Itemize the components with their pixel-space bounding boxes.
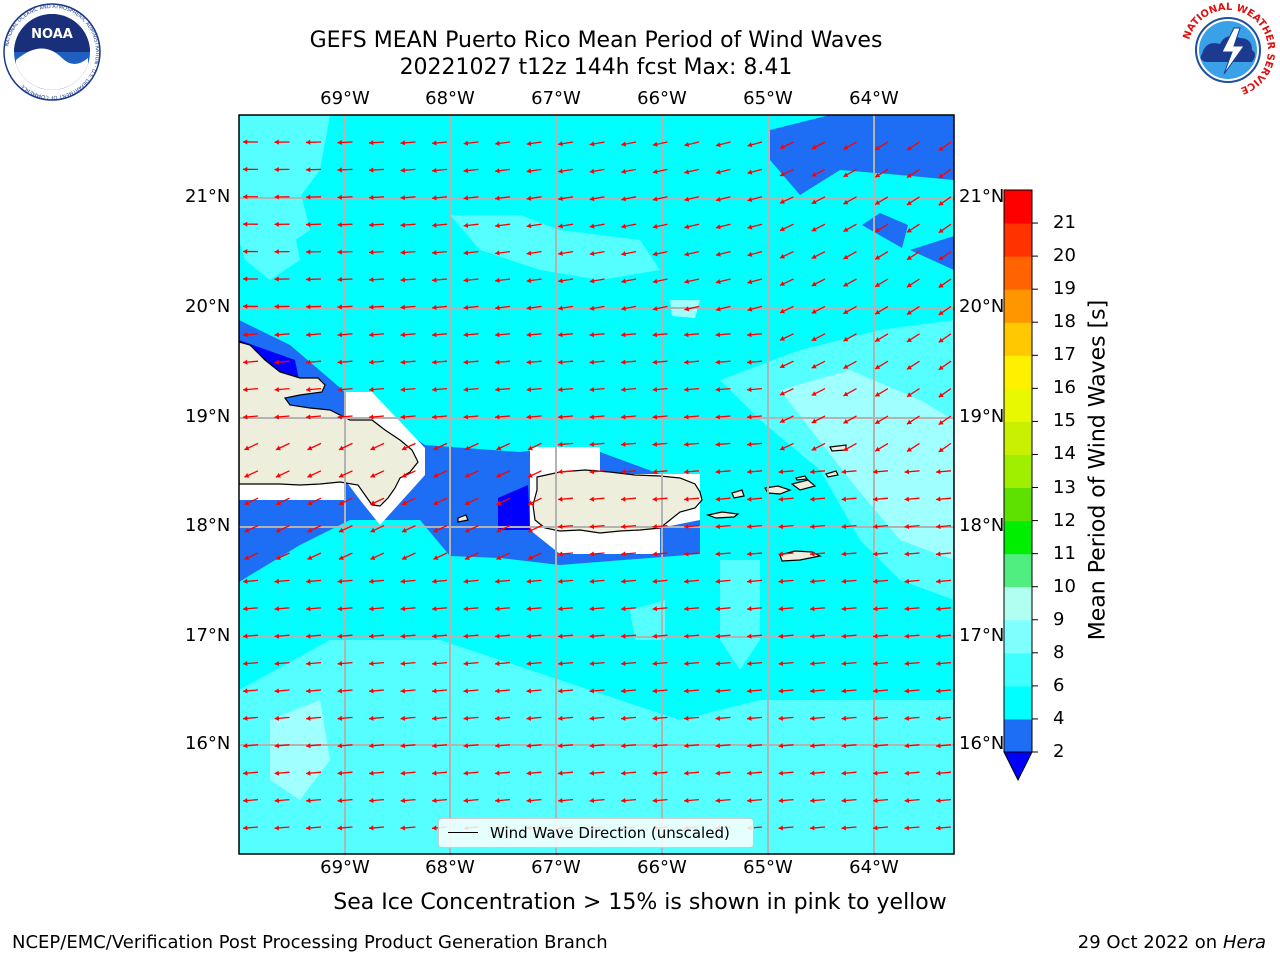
x-tick-bottom: 68°W bbox=[425, 857, 475, 878]
tortola bbox=[790, 479, 817, 491]
mona-island bbox=[457, 514, 469, 523]
map-legend: Wind Wave Direction (unscaled) bbox=[438, 818, 754, 848]
colorbar-tick: 17 bbox=[1053, 344, 1076, 366]
colorbar-segment bbox=[1004, 520, 1032, 555]
colorbar-tick: 19 bbox=[1053, 278, 1076, 300]
x-tick-top: 68°W bbox=[425, 88, 475, 109]
x-tick-bottom: 66°W bbox=[637, 857, 687, 878]
colorbar-frame bbox=[1003, 189, 1033, 753]
land-masses bbox=[239, 341, 847, 562]
footer-credit: NCEP/EMC/Verification Post Processing Pr… bbox=[12, 932, 608, 953]
y-tick-left: 20°N bbox=[185, 296, 231, 317]
colorbar-tick: 10 bbox=[1053, 575, 1076, 597]
vieques bbox=[705, 511, 740, 519]
colorbar-tick: 18 bbox=[1053, 311, 1076, 333]
footer-date: 29 Oct 2022 on Hera bbox=[1078, 932, 1266, 953]
noaa-logo-text: NOAA bbox=[31, 27, 73, 42]
colorbar-segment bbox=[1004, 256, 1032, 290]
colorbar-label: Mean Period of Wind Waves [s] bbox=[1085, 299, 1111, 641]
colorbar-segment bbox=[1004, 190, 1032, 224]
colorbar-segment bbox=[1004, 289, 1032, 323]
colorbar-tick: 9 bbox=[1053, 608, 1065, 630]
colorbar-extend-arrow bbox=[1003, 751, 1033, 782]
colorbar-tick: 6 bbox=[1053, 674, 1065, 696]
colorbar-segment bbox=[1004, 652, 1032, 687]
x-tick-top: 64°W bbox=[849, 88, 899, 109]
colorbar-segment bbox=[1004, 454, 1032, 489]
legend-line-swatch bbox=[448, 832, 478, 833]
colorbar-segment bbox=[1004, 421, 1032, 455]
x-tick-bottom: 64°W bbox=[849, 857, 899, 878]
x-tick-top: 67°W bbox=[531, 88, 581, 109]
y-tick-left: 17°N bbox=[185, 625, 231, 646]
y-tick-right: 17°N bbox=[959, 625, 1005, 646]
nws-logo: NATIONAL WEATHER SERVICE bbox=[1182, 2, 1276, 96]
x-tick-bottom: 69°W bbox=[320, 857, 370, 878]
colorbar-segment bbox=[1004, 322, 1032, 356]
x-tick-bottom: 67°W bbox=[531, 857, 581, 878]
colorbar-segment bbox=[1004, 586, 1032, 621]
colorbar-tick: 11 bbox=[1053, 542, 1076, 564]
colorbar-segment bbox=[1004, 619, 1032, 654]
y-tick-right: 18°N bbox=[959, 515, 1005, 536]
colorbar-tick: 16 bbox=[1053, 377, 1076, 399]
colorbar bbox=[1003, 189, 1038, 782]
colorbar-segment bbox=[1004, 718, 1032, 753]
y-tick-right: 16°N bbox=[959, 733, 1005, 754]
footer-host: Hera bbox=[1222, 932, 1266, 953]
y-tick-right: 19°N bbox=[959, 406, 1005, 427]
colorbar-tick: 15 bbox=[1053, 410, 1076, 432]
colorbar-tick: 21 bbox=[1053, 212, 1076, 234]
colorbar-segment bbox=[1004, 487, 1032, 522]
wind-wave-direction-arrows bbox=[242, 139, 952, 831]
colorbar-tick: 14 bbox=[1053, 443, 1076, 465]
footer-date-text: 29 Oct 2022 on bbox=[1077, 932, 1223, 953]
colorbar-tick: 20 bbox=[1053, 245, 1076, 267]
y-tick-left: 18°N bbox=[185, 515, 231, 536]
colorbar-tick: 2 bbox=[1053, 741, 1065, 762]
colorbar-segment bbox=[1004, 355, 1032, 389]
y-tick-left: 19°N bbox=[185, 406, 231, 427]
x-tick-top: 69°W bbox=[320, 88, 370, 109]
colorbar-segment bbox=[1004, 685, 1032, 720]
noaa-logo: NOAA NATIONAL OCEANIC AND ATMOSPHERIC AD… bbox=[3, 3, 101, 101]
colorbar-segment bbox=[1004, 388, 1032, 422]
virgin-gorda bbox=[825, 470, 839, 478]
chart-subtitle: 20221027 t12z 144h fcst Max: 8.41 bbox=[399, 55, 793, 80]
y-tick-left: 16°N bbox=[185, 733, 231, 754]
x-tick-top: 66°W bbox=[637, 88, 687, 109]
y-tick-left: 21°N bbox=[185, 186, 231, 207]
colorbar-tick: 8 bbox=[1053, 641, 1065, 663]
legend-label: Wind Wave Direction (unscaled) bbox=[490, 824, 730, 842]
colorbar-tick: 13 bbox=[1053, 476, 1076, 498]
plot-frame bbox=[238, 114, 955, 855]
x-tick-bottom: 65°W bbox=[743, 857, 793, 878]
y-tick-right: 20°N bbox=[959, 296, 1005, 317]
y-tick-right: 21°N bbox=[959, 186, 1005, 207]
colorbar-segment bbox=[1004, 553, 1032, 588]
colorbar-segment bbox=[1004, 223, 1032, 257]
sea-ice-note: Sea Ice Concentration > 15% is shown in … bbox=[333, 890, 947, 915]
colorbar-tick: 12 bbox=[1053, 509, 1076, 531]
chart-title: GEFS MEAN Puerto Rico Mean Period of Win… bbox=[309, 28, 883, 53]
jost-van-dyke bbox=[795, 475, 809, 481]
culebra bbox=[731, 489, 745, 499]
hispaniola bbox=[239, 341, 419, 507]
x-tick-top: 65°W bbox=[743, 88, 793, 109]
colorbar-tick: 4 bbox=[1053, 707, 1065, 729]
